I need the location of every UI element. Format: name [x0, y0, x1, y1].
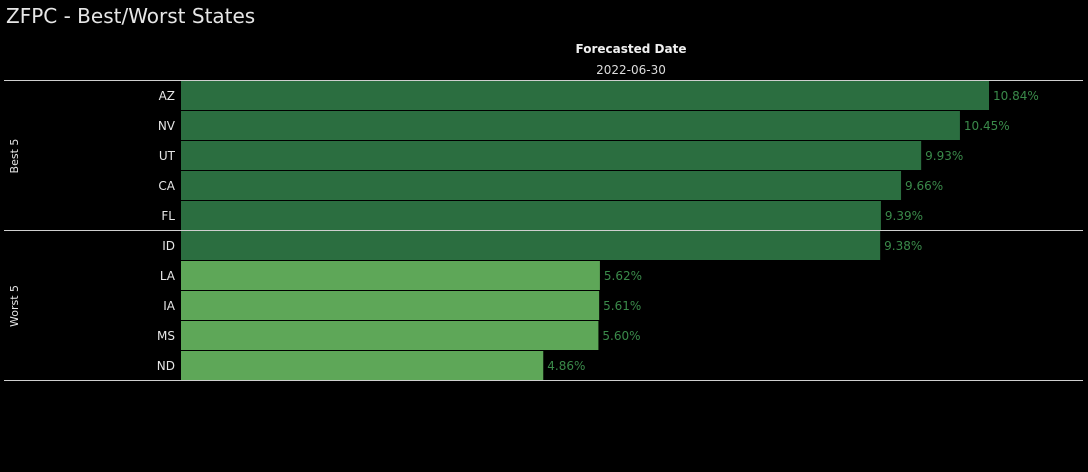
group-label-worst-5: Worst 5 [8, 285, 21, 327]
bar-az [181, 81, 989, 110]
value-label-ut: 9.93% [925, 149, 963, 163]
category-label-ut: UT [159, 149, 176, 163]
bar-ia [181, 291, 600, 320]
category-label-la: LA [160, 269, 176, 283]
bar-ut [181, 141, 922, 170]
category-label-nv: NV [158, 119, 176, 133]
value-label-fl: 9.39% [885, 209, 923, 223]
bar-nd [181, 351, 544, 380]
category-label-az: AZ [159, 89, 175, 103]
value-label-nd: 4.86% [547, 359, 585, 373]
column-header-name: Forecasted Date [575, 42, 687, 56]
bar-id [181, 231, 881, 260]
group-label-best-5: Best 5 [8, 139, 21, 174]
value-label-id: 9.38% [884, 239, 922, 253]
value-label-ca: 9.66% [905, 179, 943, 193]
bar-la [181, 261, 600, 290]
value-label-ms: 5.60% [602, 329, 640, 343]
category-label-ca: CA [158, 179, 175, 193]
category-label-fl: FL [161, 209, 175, 223]
value-label-az: 10.84% [993, 89, 1039, 103]
value-label-la: 5.62% [604, 269, 642, 283]
category-label-nd: ND [157, 359, 175, 373]
value-label-nv: 10.45% [964, 119, 1010, 133]
column-header-date: 2022-06-30 [596, 63, 666, 77]
bar-fl [181, 201, 881, 230]
value-label-ia: 5.61% [603, 299, 641, 313]
category-label-ms: MS [157, 329, 175, 343]
bar-ms [181, 321, 599, 350]
bar-ca [181, 171, 902, 200]
category-label-id: ID [162, 239, 175, 253]
chart-title: ZFPC - Best/Worst States [6, 4, 256, 28]
bar-nv [181, 111, 960, 140]
category-label-ia: IA [163, 299, 176, 313]
